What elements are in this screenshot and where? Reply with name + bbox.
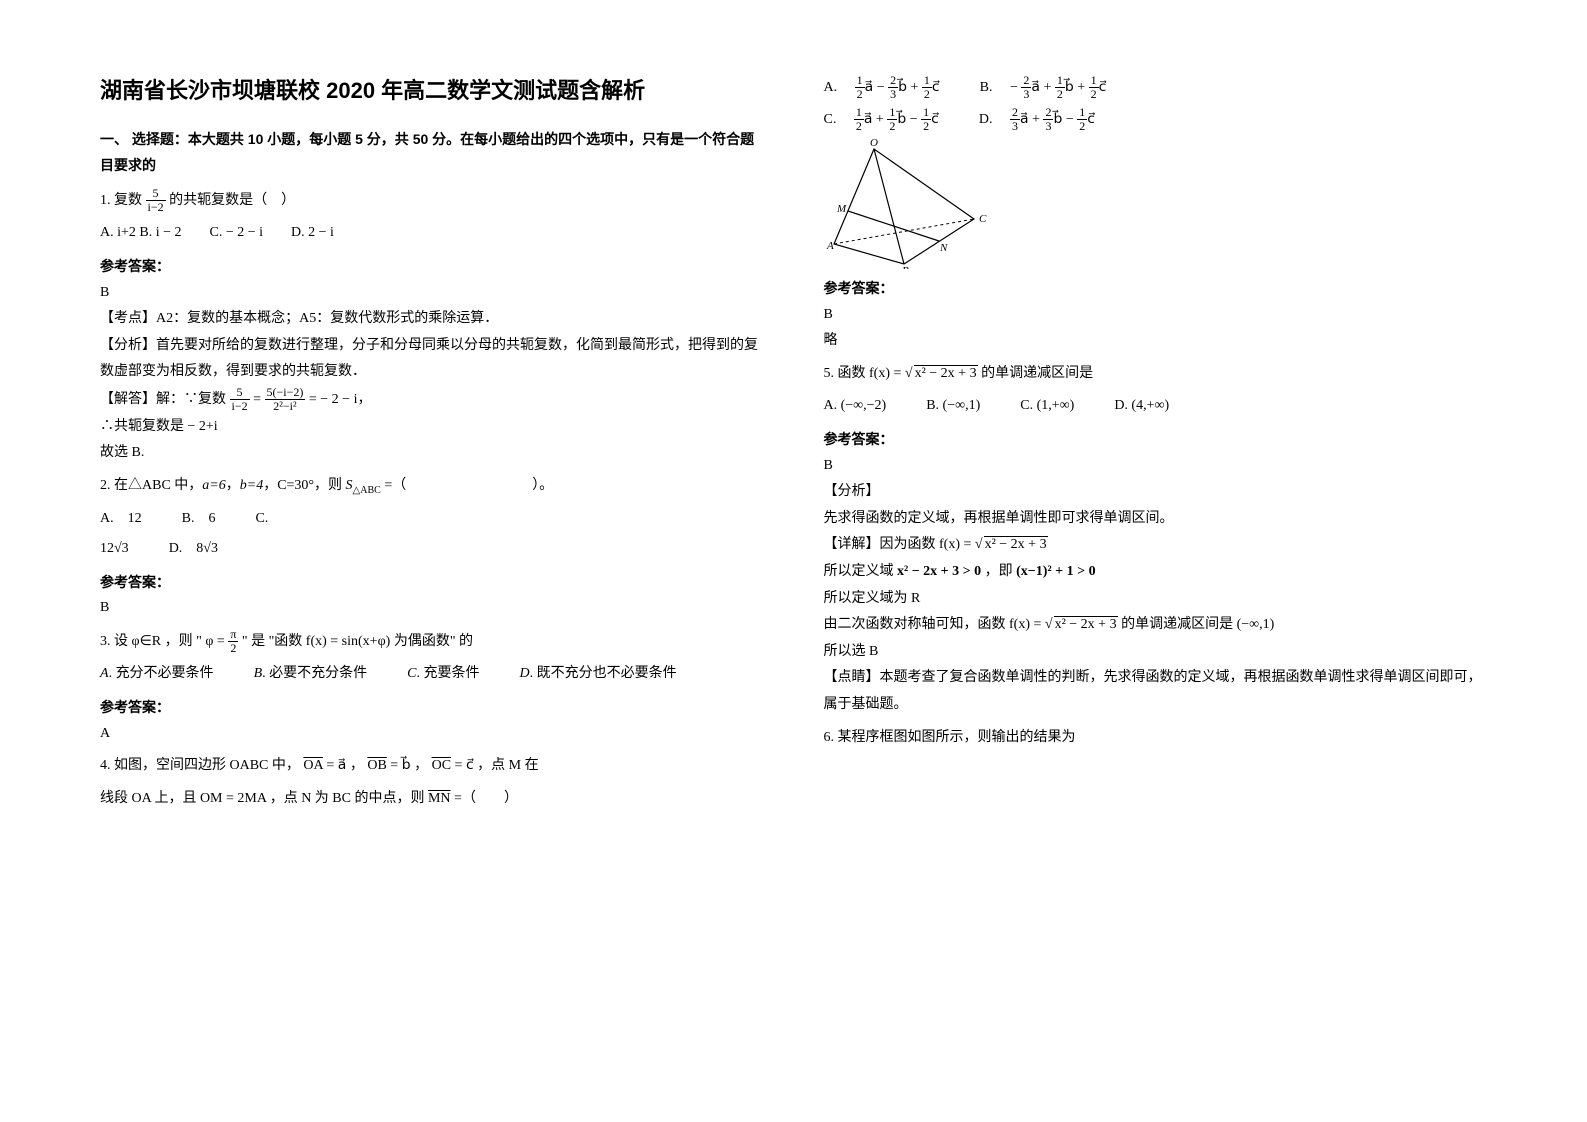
q4-answer: B — [824, 302, 1488, 329]
q2-optC2: 12√3 — [100, 536, 129, 563]
q5-fenxi-h: 【分析】 — [824, 479, 1488, 506]
q1-fraction: 5 i−2 — [146, 187, 166, 214]
q5-options: A. (−∞,−2) B. (−∞,1) C. (1,+∞) D. (4,+∞) — [824, 393, 1488, 420]
q1-stem: 1. 复数 5 i−2 的共轭复数是（ ） — [100, 187, 764, 215]
q3-optA: A. 充分不必要条件 — [100, 661, 214, 688]
q2-optA: A. 12 — [100, 506, 142, 533]
section-instructions: 一、 选择题：本大题共 10 小题，每小题 5 分，共 50 分。在每小题给出的… — [100, 126, 764, 179]
q2-optC: C. — [255, 506, 268, 533]
q4-optC: C. 12a⃗ + 12b⃗ − 12c⃗ — [824, 106, 939, 134]
q2-options-row2: 12√3 D. 8√3 — [100, 536, 764, 563]
q1-jieda-l3: 故选 B. — [100, 440, 764, 467]
q5-stem: 5. 函数 f(x) = x² − 2x + 3 的单调递减区间是 — [824, 361, 1488, 388]
right-column: A. 12a⃗ − 23b⃗ + 12c⃗ B. − 23a⃗ + 12b⃗ +… — [824, 70, 1488, 812]
svg-text:O: O — [870, 139, 878, 149]
q3-optC: C. 充要条件 — [407, 661, 479, 688]
q1-jieda-l2: ∴共轭复数是 − 2+i — [100, 414, 764, 441]
q4-optD: D. 23a⃗ + 23b⃗ − 12c⃗ — [979, 106, 1095, 134]
svg-text:M: M — [836, 203, 847, 215]
q4-stem-l1: 4. 如图，空间四边形 OABC 中， OA = a⃗ ， OB = b⃗ ， … — [100, 753, 764, 780]
svg-text:N: N — [939, 242, 948, 254]
q2-answer: B — [100, 595, 764, 622]
q5-xiangjie: 【详解】因为函数 f(x) = x² − 2x + 3 — [824, 532, 1488, 559]
q1-fenxi: 【分析】首先要对所给的复数进行整理，分子和分母同乘以分母的共轭复数，化简到最简形… — [100, 333, 764, 386]
q5-sym: 由二次函数对称轴可知，函数 f(x) = x² − 2x + 3 的单调递减区间… — [824, 612, 1488, 639]
q5-optC: C. (1,+∞) — [1020, 393, 1074, 420]
q5-optA: A. (−∞,−2) — [824, 393, 887, 420]
q5-answer-label: 参考答案： — [824, 426, 1488, 453]
left-column: 湖南省长沙市坝塘联校 2020 年高二数学文测试题含解析 一、 选择题：本大题共… — [100, 70, 764, 812]
q3-options: A. 充分不必要条件 B. 必要不充分条件 C. 充要条件 D. 既不充分也不必… — [100, 661, 764, 688]
q4-answer-label: 参考答案： — [824, 275, 1488, 302]
q4-stem-l2: 线段 OA 上，且 OM = 2MA ，点 N 为 BC 的中点，则 MN =（… — [100, 786, 764, 813]
q1-answer: B — [100, 280, 764, 307]
q5-dom1: 所以定义域 x² − 2x + 3 > 0 ，即 (x−1)² + 1 > 0 — [824, 559, 1488, 586]
q1-kaodian: 【考点】A2：复数的基本概念；A5：复数代数形式的乘除运算． — [100, 306, 764, 333]
q1-options: A. i+2 B. i − 2 C. − 2 − i D. 2 − i — [100, 220, 764, 247]
q2-options-row1: A. 12 B. 6 C. — [100, 506, 764, 533]
q5-optD: D. (4,+∞) — [1114, 393, 1169, 420]
q5-fenxi: 先求得函数的定义域，再根据单调性即可求得单调区间。 — [824, 506, 1488, 533]
svg-text:A: A — [826, 240, 834, 252]
svg-text:B: B — [902, 265, 909, 269]
q2-optB: B. 6 — [182, 506, 216, 533]
q3-stem: 3. 设 φ∈R ，则 " φ = π2 " 是 "函数 f(x) = sin(… — [100, 628, 764, 656]
svg-text:C: C — [979, 213, 987, 225]
q1-jieda: 【解答】解：∵复数 5i−2 = 5(−i−2)2²−i² = − 2 − i， — [100, 386, 764, 414]
q6-stem: 6. 某程序框图如图所示，则输出的结果为 — [824, 725, 1488, 752]
q3-answer-label: 参考答案： — [100, 694, 764, 721]
q4-options-row2: C. 12a⃗ + 12b⃗ − 12c⃗ D. 23a⃗ + 23b⃗ − 1… — [824, 106, 1488, 134]
q3-optB: B. 必要不充分条件 — [254, 661, 368, 688]
q2-answer-label: 参考答案： — [100, 569, 764, 596]
q3-answer: A — [100, 721, 764, 748]
q5-dianjing: 【点睛】本题考查了复合函数单调性的判断，先求得函数的定义域，再根据函数单调性求得… — [824, 665, 1488, 718]
q2-optD: D. 8√3 — [169, 536, 218, 563]
q2-stem: 2. 在△ABC 中，a=6，b=4，C=30°，则 S△ABC =（ ）。 — [100, 473, 764, 500]
q4-options-row1: A. 12a⃗ − 23b⃗ + 12c⃗ B. − 23a⃗ + 12b⃗ +… — [824, 74, 1488, 102]
doc-title: 湖南省长沙市坝塘联校 2020 年高二数学文测试题含解析 — [100, 70, 764, 112]
q5-dom2: 所以定义域为 R — [824, 586, 1488, 613]
q4-figure: O A B C M N — [824, 139, 994, 269]
q5-answer: B — [824, 453, 1488, 480]
q4-optA: A. 12a⃗ − 23b⃗ + 12c⃗ — [824, 74, 940, 102]
q1-answer-label: 参考答案： — [100, 253, 764, 280]
q5-optB: B. (−∞,1) — [926, 393, 980, 420]
q4-optB: B. − 23a⃗ + 12b⃗ + 12c⃗ — [980, 74, 1107, 102]
q5-so: 所以选 B — [824, 639, 1488, 666]
q4-answer-note: 略 — [824, 328, 1488, 355]
q3-optD: D. 既不充分也不必要条件 — [519, 661, 676, 688]
